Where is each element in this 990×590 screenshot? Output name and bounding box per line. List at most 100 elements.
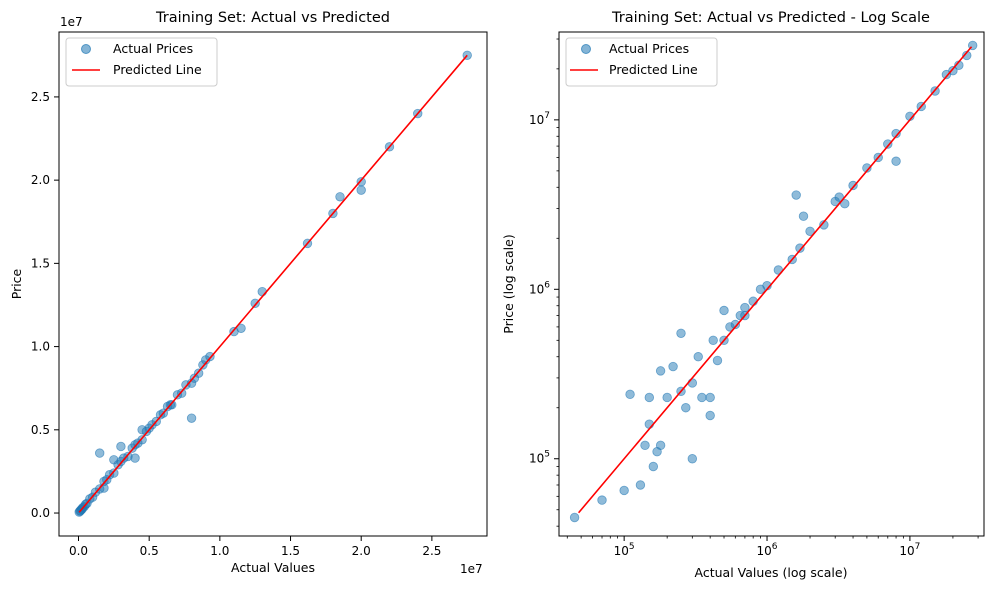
scatter-point — [687, 454, 698, 464]
predicted-line — [78, 54, 468, 513]
scatter-point — [644, 392, 655, 403]
legend-marker-actual-prices — [581, 44, 591, 54]
legend-label-actual-prices: Actual Prices — [609, 41, 689, 56]
scatter-point — [705, 392, 715, 403]
y-tick-label: 106 — [529, 280, 550, 296]
scatter-point — [625, 389, 635, 400]
scatter-point — [687, 378, 698, 388]
y-axis-label: Price (log scale) — [501, 234, 516, 333]
scatter-point — [655, 440, 666, 451]
x-tick-label: 2.0 — [352, 544, 371, 558]
scatter-point — [840, 199, 850, 209]
scatter-point — [795, 243, 805, 253]
x-axis-label: Actual Values — [231, 560, 315, 575]
scatter-point — [655, 366, 666, 376]
x-offset-label: 1e7 — [460, 562, 483, 576]
x-tick-label: 105 — [614, 542, 635, 558]
scatter-point — [137, 435, 147, 445]
y-tick-label: 105 — [529, 450, 550, 466]
scatter-point — [681, 403, 691, 413]
scatter-point — [193, 368, 204, 378]
y-tick-label: 0.0 — [31, 506, 50, 520]
scatter-point — [109, 455, 119, 465]
x-tick-label: 1.0 — [210, 544, 229, 558]
x-tick-label: 106 — [757, 542, 778, 558]
linear-scatter-panel: Training Set: Actual vs Predicted 1e7 1e… — [9, 10, 488, 576]
scatter-point — [569, 512, 580, 523]
scatter-point — [805, 226, 815, 236]
chart-title: Training Set: Actual vs Predicted - Log … — [611, 10, 930, 26]
x-tick-label: 0.0 — [69, 544, 88, 558]
scatter-point — [819, 220, 829, 230]
scatter-point — [791, 190, 801, 200]
scatter-point — [891, 156, 901, 166]
legend-frame — [565, 37, 718, 87]
scatter-point — [635, 480, 646, 490]
scatter-point — [116, 441, 126, 452]
legend-frame — [65, 37, 218, 87]
scatter-point — [648, 461, 659, 472]
scatter-point — [705, 410, 715, 421]
plot-area — [569, 40, 978, 523]
scatter-point — [205, 351, 215, 362]
scatter-point — [640, 440, 650, 451]
scatter-point — [619, 485, 629, 496]
scatter-point — [883, 139, 893, 149]
scatter-point — [95, 448, 105, 458]
y-tick-label: 0.5 — [31, 423, 50, 437]
scatter-point — [236, 323, 246, 333]
x-tick-label: 107 — [899, 542, 920, 558]
scatter-point — [257, 286, 267, 297]
scatter-point — [834, 192, 844, 202]
scatter-point — [662, 392, 672, 403]
scatter-point — [708, 335, 718, 346]
chart-title: Training Set: Actual vs Predicted — [155, 10, 390, 26]
scatter-point — [798, 211, 809, 221]
scatter-point — [109, 468, 119, 478]
x-tick-label: 1.5 — [281, 544, 300, 558]
y-tick-label: 2.0 — [31, 173, 50, 187]
y-axis-label: Price — [9, 268, 24, 299]
axes-frame — [58, 31, 488, 537]
legend-label-predicted-line: Predicted Line — [609, 62, 698, 77]
x-tick-label: 2.5 — [422, 544, 441, 558]
y-tick-label: 1.0 — [31, 340, 50, 354]
scatter-point — [891, 128, 901, 139]
scatter-point — [130, 453, 140, 463]
y-tick-label: 1.5 — [31, 256, 50, 270]
plot-area — [74, 50, 472, 517]
log-scatter-panel: Training Set: Actual vs Predicted - Log … — [501, 10, 985, 580]
scatter-point — [862, 163, 872, 173]
legend: Actual Prices Predicted Line — [65, 37, 218, 87]
scatter-point — [848, 180, 858, 191]
x-axis-label: Actual Values (log scale) — [695, 565, 848, 580]
legend: Actual Prices Predicted Line — [565, 37, 718, 87]
scatter-point — [712, 355, 723, 366]
scatter-point — [962, 50, 972, 61]
scatter-point — [335, 192, 345, 202]
scatter-point — [99, 483, 109, 493]
y-offset-label: 1e7 — [60, 15, 83, 29]
predicted-line — [577, 46, 973, 514]
scatter-point — [137, 425, 147, 435]
scatter-point — [668, 361, 678, 372]
scatter-point — [250, 298, 260, 309]
scatter-point — [693, 352, 703, 362]
scatter-point — [676, 328, 686, 338]
scatter-point — [356, 185, 366, 195]
x-tick-label: 0.5 — [140, 544, 159, 558]
axes-frame — [558, 31, 985, 537]
legend-marker-actual-prices — [81, 44, 91, 54]
scatter-point — [597, 495, 607, 505]
legend-label-actual-prices: Actual Prices — [113, 41, 193, 56]
scatter-point — [730, 319, 741, 330]
scatter-point — [697, 392, 707, 403]
scatter-point — [186, 413, 197, 423]
scatter-point — [740, 302, 750, 313]
y-tick-label: 107 — [529, 111, 550, 127]
scatter-point — [948, 66, 958, 76]
scatter-point — [719, 305, 729, 316]
y-tick-label: 2.5 — [31, 90, 50, 104]
legend-label-predicted-line: Predicted Line — [113, 62, 202, 77]
